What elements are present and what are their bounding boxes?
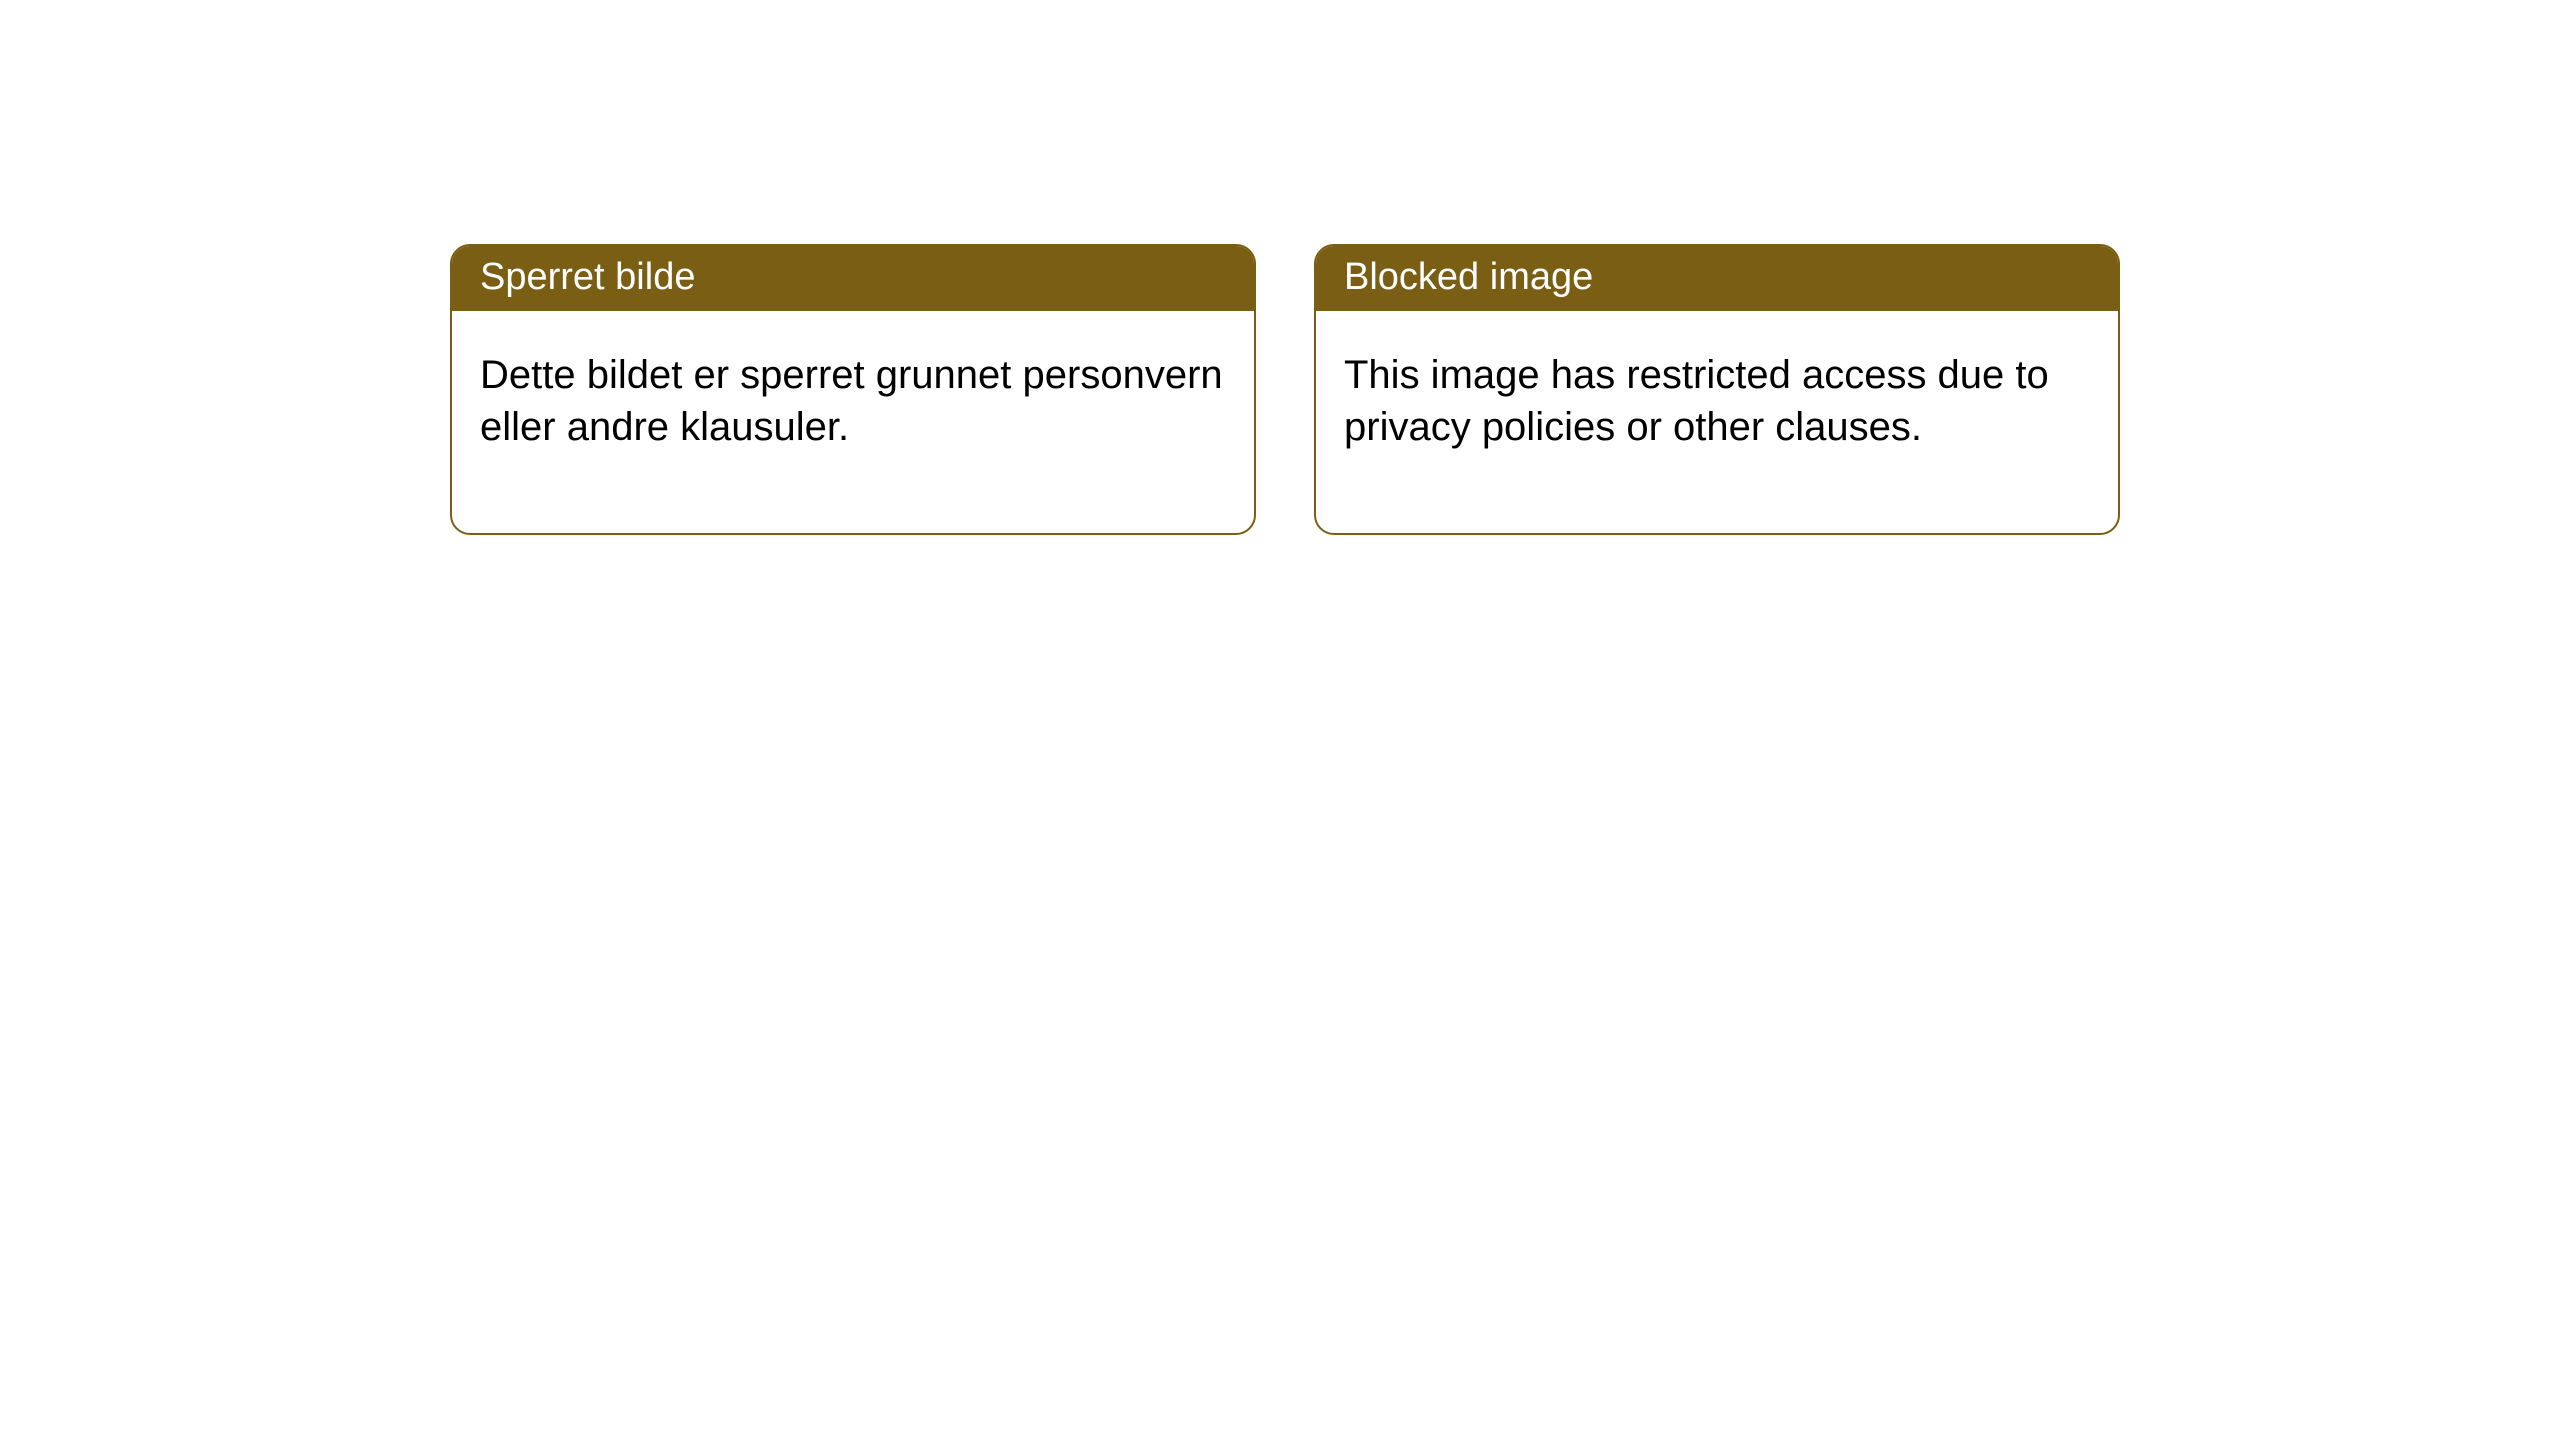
notice-container: Sperret bilde Dette bildet er sperret gr… xyxy=(0,0,2560,535)
notice-title: Sperret bilde xyxy=(452,246,1254,311)
notice-body: This image has restricted access due to … xyxy=(1316,311,2118,533)
notice-card-english: Blocked image This image has restricted … xyxy=(1314,244,2120,535)
notice-card-norwegian: Sperret bilde Dette bildet er sperret gr… xyxy=(450,244,1256,535)
notice-title: Blocked image xyxy=(1316,246,2118,311)
notice-body: Dette bildet er sperret grunnet personve… xyxy=(452,311,1254,533)
